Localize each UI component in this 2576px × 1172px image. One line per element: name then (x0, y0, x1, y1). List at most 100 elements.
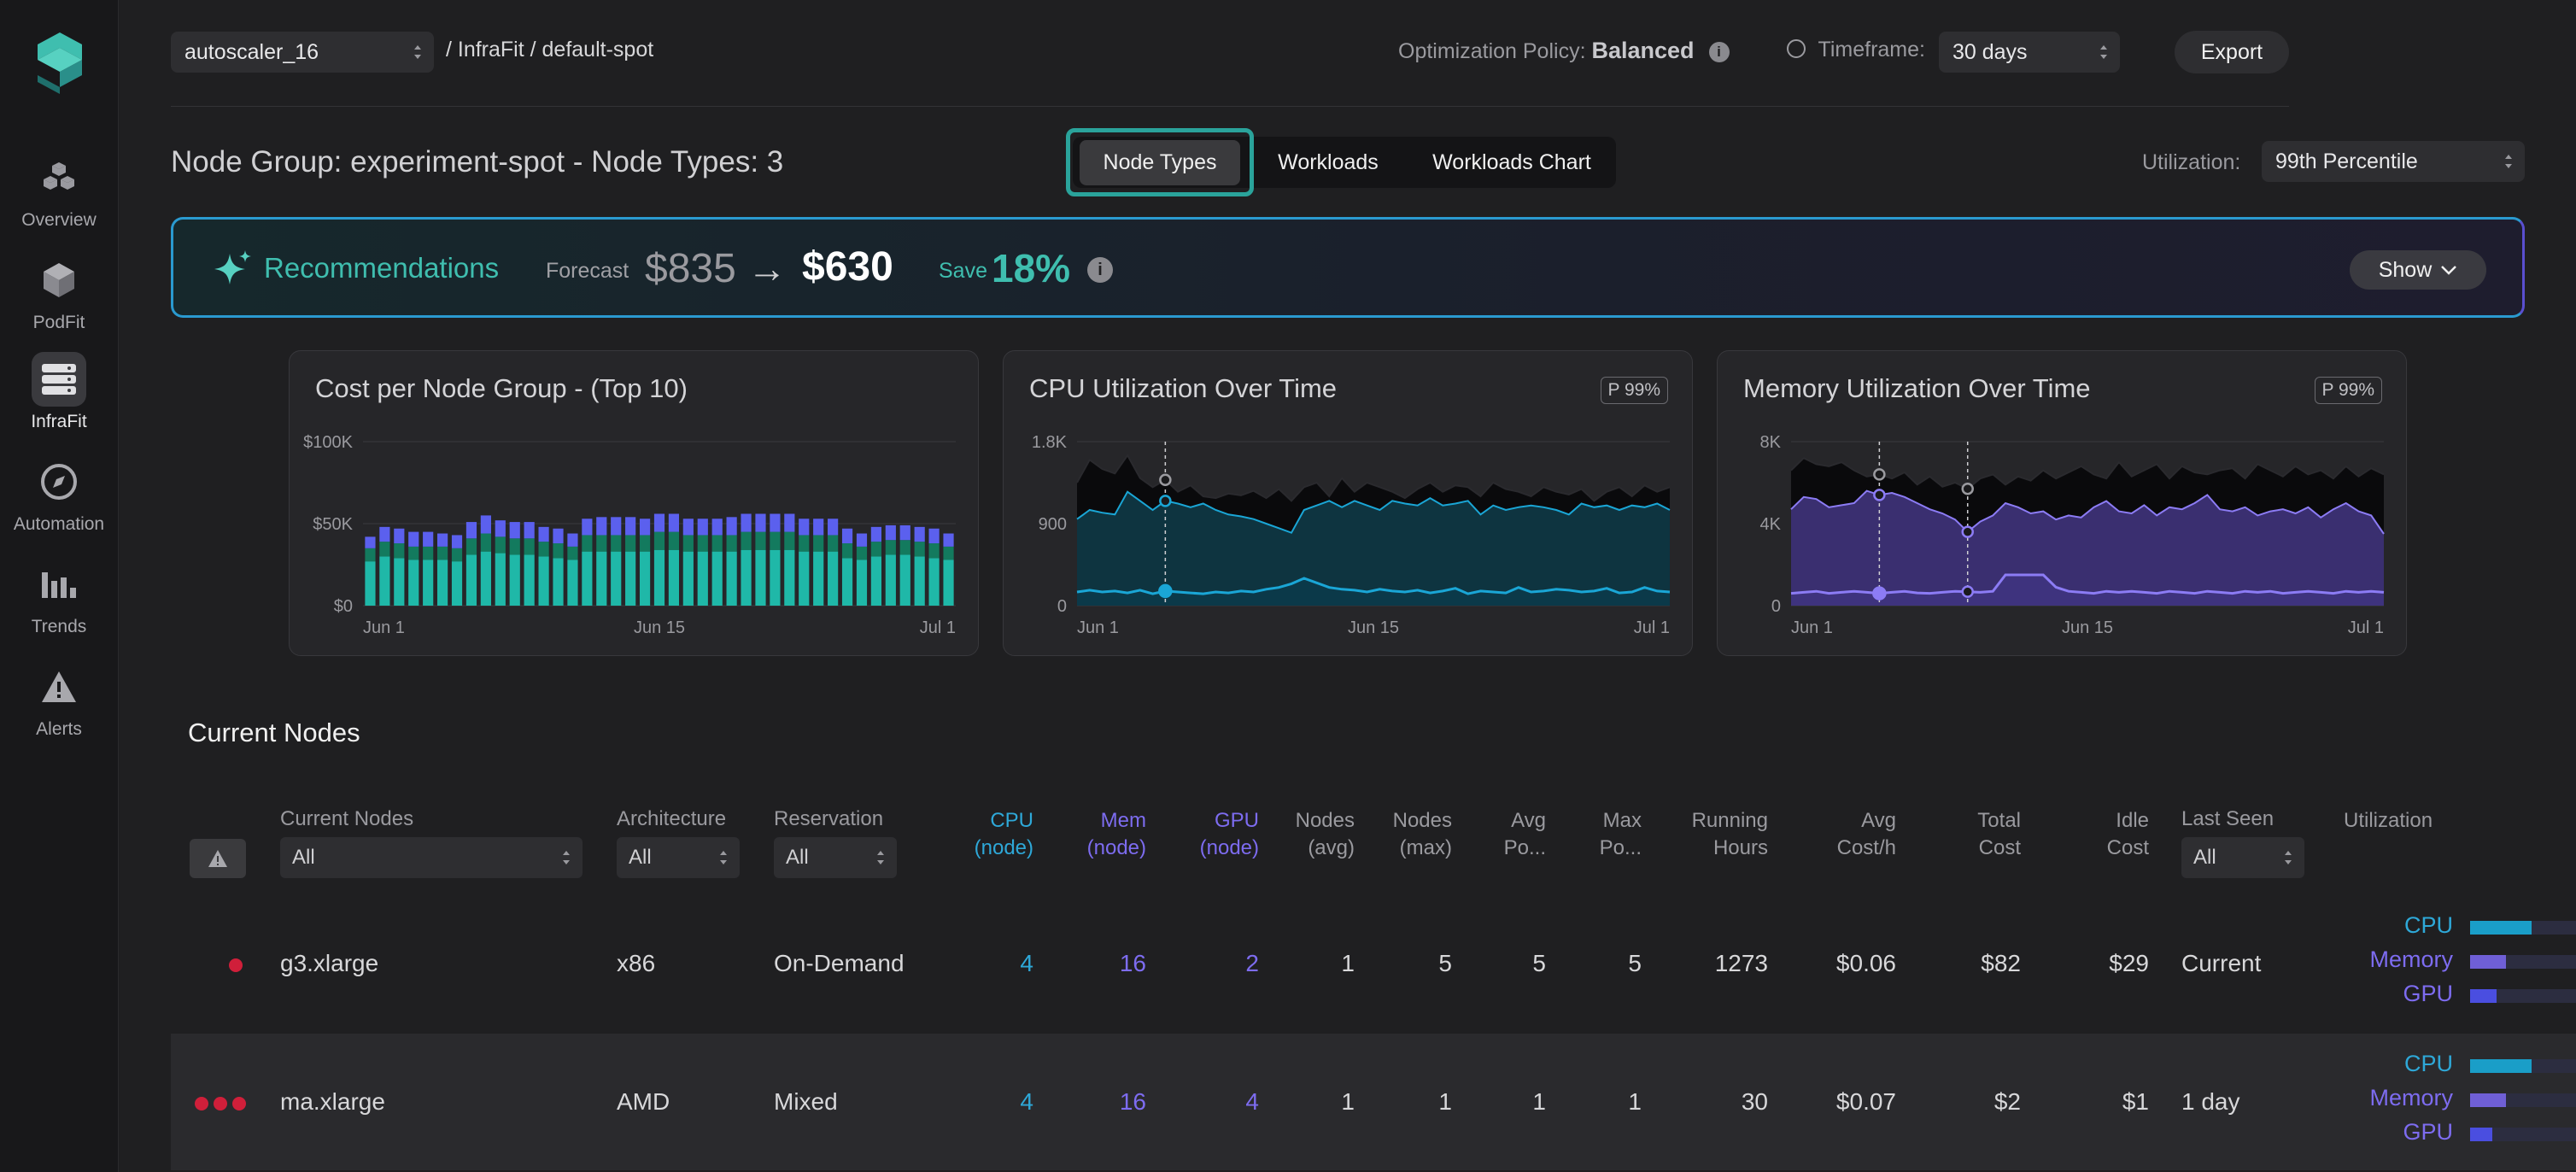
bar-green (465, 538, 477, 555)
total-cost: $82 (1981, 950, 2021, 976)
timeframe: Timeframe: (1787, 38, 1925, 62)
header-gpu[interactable]: GPU (node) (1165, 807, 1259, 862)
header-nodes-max[interactable]: Nodes (max) (1358, 807, 1452, 862)
header-line: Mem (1100, 809, 1146, 832)
info-icon[interactable]: i (1708, 42, 1730, 63)
bar-blue (813, 519, 824, 536)
utilization-bar-gpu (2470, 1128, 2576, 1141)
bar-teal (509, 554, 520, 606)
header-line: Hours (1712, 836, 1768, 859)
warning-icon (208, 850, 227, 867)
header-line: GPU (1214, 809, 1259, 832)
max-po: 1 (1628, 1088, 1642, 1115)
area-middle (1077, 491, 1670, 606)
cpu-area-chart: 1.8K 900 0 Jun 1 Jun 15 Jul 1 (1032, 433, 1671, 637)
reservation: Mixed (774, 1088, 838, 1115)
export-button[interactable]: Export (2175, 31, 2289, 73)
utilization-select[interactable]: 99th Percentile (2262, 141, 2525, 182)
bar-green (437, 546, 448, 560)
header-total-cost[interactable]: Total Cost (1901, 807, 2021, 862)
line-middle (1790, 489, 2385, 535)
memory-area-chart: 8K 4K 0 Jun 1 Jun 15 Jul 1 (1760, 433, 2385, 637)
data-point-marker (1159, 495, 1172, 507)
bar-green (755, 531, 766, 550)
nav-trends[interactable]: Trends (0, 557, 118, 637)
header-avg-po[interactable]: Avg Po... (1452, 807, 1546, 862)
show-button[interactable]: Show (2350, 250, 2486, 290)
idle-cost: $29 (2109, 950, 2149, 976)
bar-green (914, 542, 925, 557)
last-seen-filter[interactable]: All (2181, 837, 2304, 878)
utilization-fill (2470, 989, 2497, 1003)
warning-icon (32, 659, 86, 714)
bar-teal (726, 551, 737, 606)
nav-label: Automation (13, 514, 105, 534)
bar-green (480, 533, 491, 552)
bar-chart-icon (32, 557, 86, 612)
bar-teal (943, 560, 954, 606)
x-tick-label: Jul 1 (1634, 618, 1670, 637)
reservation: On-Demand (774, 950, 905, 976)
utilization-select-value: 99th Percentile (2275, 149, 2418, 173)
status-dot-icon (195, 1096, 208, 1110)
bar-green (394, 543, 405, 559)
bar-teal (668, 549, 680, 606)
nav-infrafit[interactable]: InfraFit (0, 352, 118, 432)
cpu-value: 4 (1020, 1088, 1033, 1115)
header-line: Total (1977, 809, 2021, 832)
reservation-filter[interactable]: All (774, 837, 897, 878)
line-lower (1790, 573, 2385, 595)
data-point-marker (1961, 482, 1974, 495)
bar-green (856, 546, 868, 560)
nav-alerts[interactable]: Alerts (0, 659, 118, 740)
architecture-filter[interactable]: All (617, 837, 740, 878)
bar-green (668, 531, 680, 550)
idle-cost: $1 (2122, 1088, 2149, 1115)
header-mem[interactable]: Mem (node) (1052, 807, 1146, 862)
utilization-bar-cpu (2470, 921, 2576, 935)
y-tick-label: 900 (1039, 515, 1067, 534)
max-po: 5 (1628, 950, 1642, 976)
info-icon[interactable]: i (1087, 257, 1113, 283)
table-row[interactable]: g3.xlarge x86 On-Demand 4 16 2 1 5 5 5 1273 $0.06 $8… (171, 895, 2576, 1032)
page-title: Node Group: experiment-spot - Node Types… (171, 145, 784, 179)
timeframe-select[interactable]: 30 days (1939, 32, 2120, 73)
header-line: Nodes (1392, 809, 1452, 832)
utilization-fill (2470, 955, 2506, 969)
nav-automation[interactable]: Automation (0, 454, 118, 535)
alert-filter-button[interactable] (190, 839, 246, 878)
app-logo-icon[interactable] (34, 31, 85, 96)
nav-overview[interactable]: Overview (0, 150, 118, 231)
header-line: CPU (990, 809, 1033, 832)
utilization-label-cpu: CPU (2403, 1051, 2453, 1076)
tab-label: Node Types (1079, 139, 1241, 185)
select-arrows-icon (2100, 45, 2107, 59)
header-line: Idle (2116, 809, 2149, 832)
bar-blue (856, 533, 868, 547)
header-avg-cost[interactable]: Avg Cost/h (1777, 807, 1896, 862)
node-type-name: ma.xlarge (280, 1088, 385, 1115)
filter-value: All (786, 846, 809, 869)
header-max-po[interactable]: Max Po... (1548, 807, 1642, 862)
tab-workloads-chart[interactable]: Workloads Chart (1432, 149, 1591, 174)
bar-teal (813, 551, 824, 606)
select-arrows-icon (877, 851, 884, 864)
tab-node-types[interactable]: Node Types (1066, 128, 1254, 196)
header-cpu[interactable]: CPU (node) (940, 807, 1033, 862)
cluster-select[interactable]: autoscaler_16 (171, 32, 434, 73)
bar-green (379, 542, 390, 557)
bar-teal (553, 558, 564, 606)
header-nodes-avg[interactable]: Nodes (avg) (1261, 807, 1355, 862)
header-idle-cost[interactable]: Idle Cost (2029, 807, 2149, 862)
filter-value: All (2193, 846, 2216, 869)
bar-teal (524, 554, 535, 606)
nav-podfit[interactable]: PodFit (0, 253, 118, 333)
bar-green (928, 543, 940, 559)
table-row[interactable]: ma.xlarge AMD Mixed 4 16 4 1 1 1 1 30 $0.07 $2 $1 1 da… (171, 1034, 2576, 1170)
current-nodes-filter[interactable]: All (280, 837, 583, 878)
gpu-value: 4 (1245, 1088, 1259, 1115)
tab-workloads[interactable]: Workloads (1278, 149, 1379, 174)
header-running-hours[interactable]: Running Hours (1648, 807, 1768, 862)
breadcrumb[interactable]: / InfraFit / default-spot (446, 38, 654, 62)
bar-teal (437, 560, 448, 606)
